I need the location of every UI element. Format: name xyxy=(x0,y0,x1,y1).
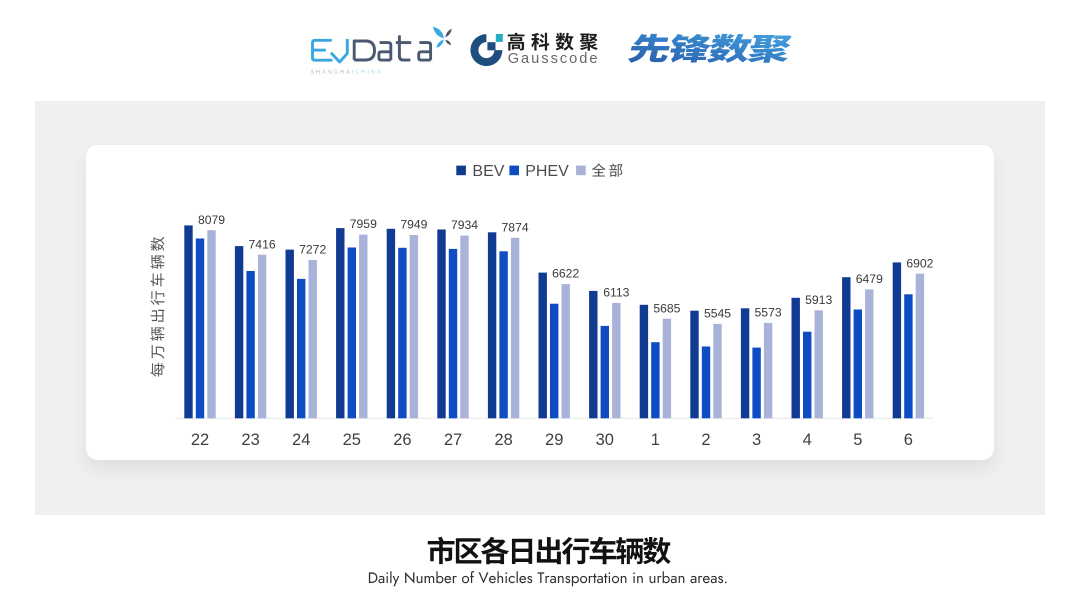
svg-text:29: 29 xyxy=(545,431,563,449)
svg-text:5685: 5685 xyxy=(653,301,680,315)
svg-text:7416: 7416 xyxy=(249,237,276,251)
svg-text:8079: 8079 xyxy=(198,213,225,227)
svg-text:7949: 7949 xyxy=(400,218,427,232)
svg-text:4: 4 xyxy=(803,431,812,449)
svg-text:6902: 6902 xyxy=(906,256,933,270)
svg-text:6113: 6113 xyxy=(603,286,629,300)
svg-text:7959: 7959 xyxy=(350,217,377,231)
svg-text:PHEV: PHEV xyxy=(525,163,569,180)
svg-text:24: 24 xyxy=(292,431,310,449)
svg-text:7272: 7272 xyxy=(299,243,326,257)
svg-text:6: 6 xyxy=(904,431,913,449)
svg-text:BEV: BEV xyxy=(472,163,504,180)
svg-text:5913: 5913 xyxy=(805,293,832,307)
svg-text:28: 28 xyxy=(494,431,512,449)
svg-text:5573: 5573 xyxy=(755,306,782,320)
svg-text:1: 1 xyxy=(651,431,660,449)
svg-text:3: 3 xyxy=(752,431,761,449)
svg-text:2: 2 xyxy=(701,431,710,449)
svg-text:6622: 6622 xyxy=(552,267,579,281)
svg-text:5545: 5545 xyxy=(704,307,731,321)
svg-text:22: 22 xyxy=(191,431,209,449)
svg-text:30: 30 xyxy=(596,431,614,449)
svg-text:7934: 7934 xyxy=(451,218,478,232)
svg-text:26: 26 xyxy=(393,431,411,449)
svg-text:5: 5 xyxy=(853,431,862,449)
svg-text:23: 23 xyxy=(241,431,259,449)
svg-text:6479: 6479 xyxy=(856,272,883,286)
svg-text:7874: 7874 xyxy=(502,220,529,234)
svg-text:27: 27 xyxy=(444,431,462,449)
svg-text:25: 25 xyxy=(343,431,361,449)
svg-text:Gausscode: Gausscode xyxy=(508,51,600,67)
